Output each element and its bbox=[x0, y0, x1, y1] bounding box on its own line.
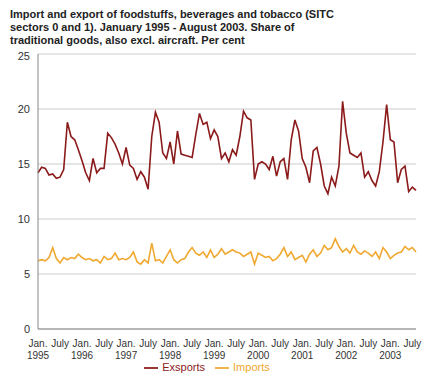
svg-text:Jan.: Jan. bbox=[337, 338, 356, 349]
svg-text:July: July bbox=[139, 338, 157, 349]
svg-text:July: July bbox=[403, 338, 421, 349]
svg-text:1999: 1999 bbox=[203, 350, 226, 361]
svg-text:Jan.: Jan. bbox=[293, 338, 312, 349]
svg-text:July: July bbox=[359, 338, 377, 349]
html-text:Exsports: Exsports bbox=[162, 361, 205, 373]
svg-text:Jan.: Jan. bbox=[117, 338, 136, 349]
svg-text:2002: 2002 bbox=[335, 350, 358, 361]
html-text:Import and export of foodstuff: Import and export of foodstuffs, beverag… bbox=[10, 8, 334, 46]
svg-text:2001: 2001 bbox=[291, 350, 314, 361]
svg-text:1998: 1998 bbox=[159, 350, 182, 361]
svg-text:Jan.: Jan. bbox=[249, 338, 268, 349]
svg-text:5: 5 bbox=[24, 268, 30, 280]
svg-text:July: July bbox=[271, 338, 289, 349]
svg-text:1996: 1996 bbox=[71, 350, 94, 361]
svg-text:Jan.: Jan. bbox=[381, 338, 400, 349]
svg-text:July: July bbox=[95, 338, 113, 349]
svg-text:July: July bbox=[183, 338, 201, 349]
svg-text:Jan.: Jan. bbox=[161, 338, 180, 349]
svg-text:2000: 2000 bbox=[247, 350, 270, 361]
html-text:Imports: Imports bbox=[233, 361, 270, 373]
svg-text:0: 0 bbox=[24, 323, 30, 335]
svg-text:10: 10 bbox=[18, 213, 30, 225]
svg-text:Jan.: Jan. bbox=[29, 338, 48, 349]
svg-text:25: 25 bbox=[18, 50, 30, 62]
svg-text:1995: 1995 bbox=[27, 350, 50, 361]
svg-text:15: 15 bbox=[18, 158, 30, 170]
svg-text:July: July bbox=[51, 338, 69, 349]
svg-text:20: 20 bbox=[18, 103, 30, 115]
svg-text:2003: 2003 bbox=[379, 350, 402, 361]
svg-text:1997: 1997 bbox=[115, 350, 138, 361]
svg-text:Jan.: Jan. bbox=[205, 338, 224, 349]
svg-text:July: July bbox=[315, 338, 333, 349]
svg-text:July: July bbox=[227, 338, 245, 349]
svg-text:Jan.: Jan. bbox=[73, 338, 92, 349]
